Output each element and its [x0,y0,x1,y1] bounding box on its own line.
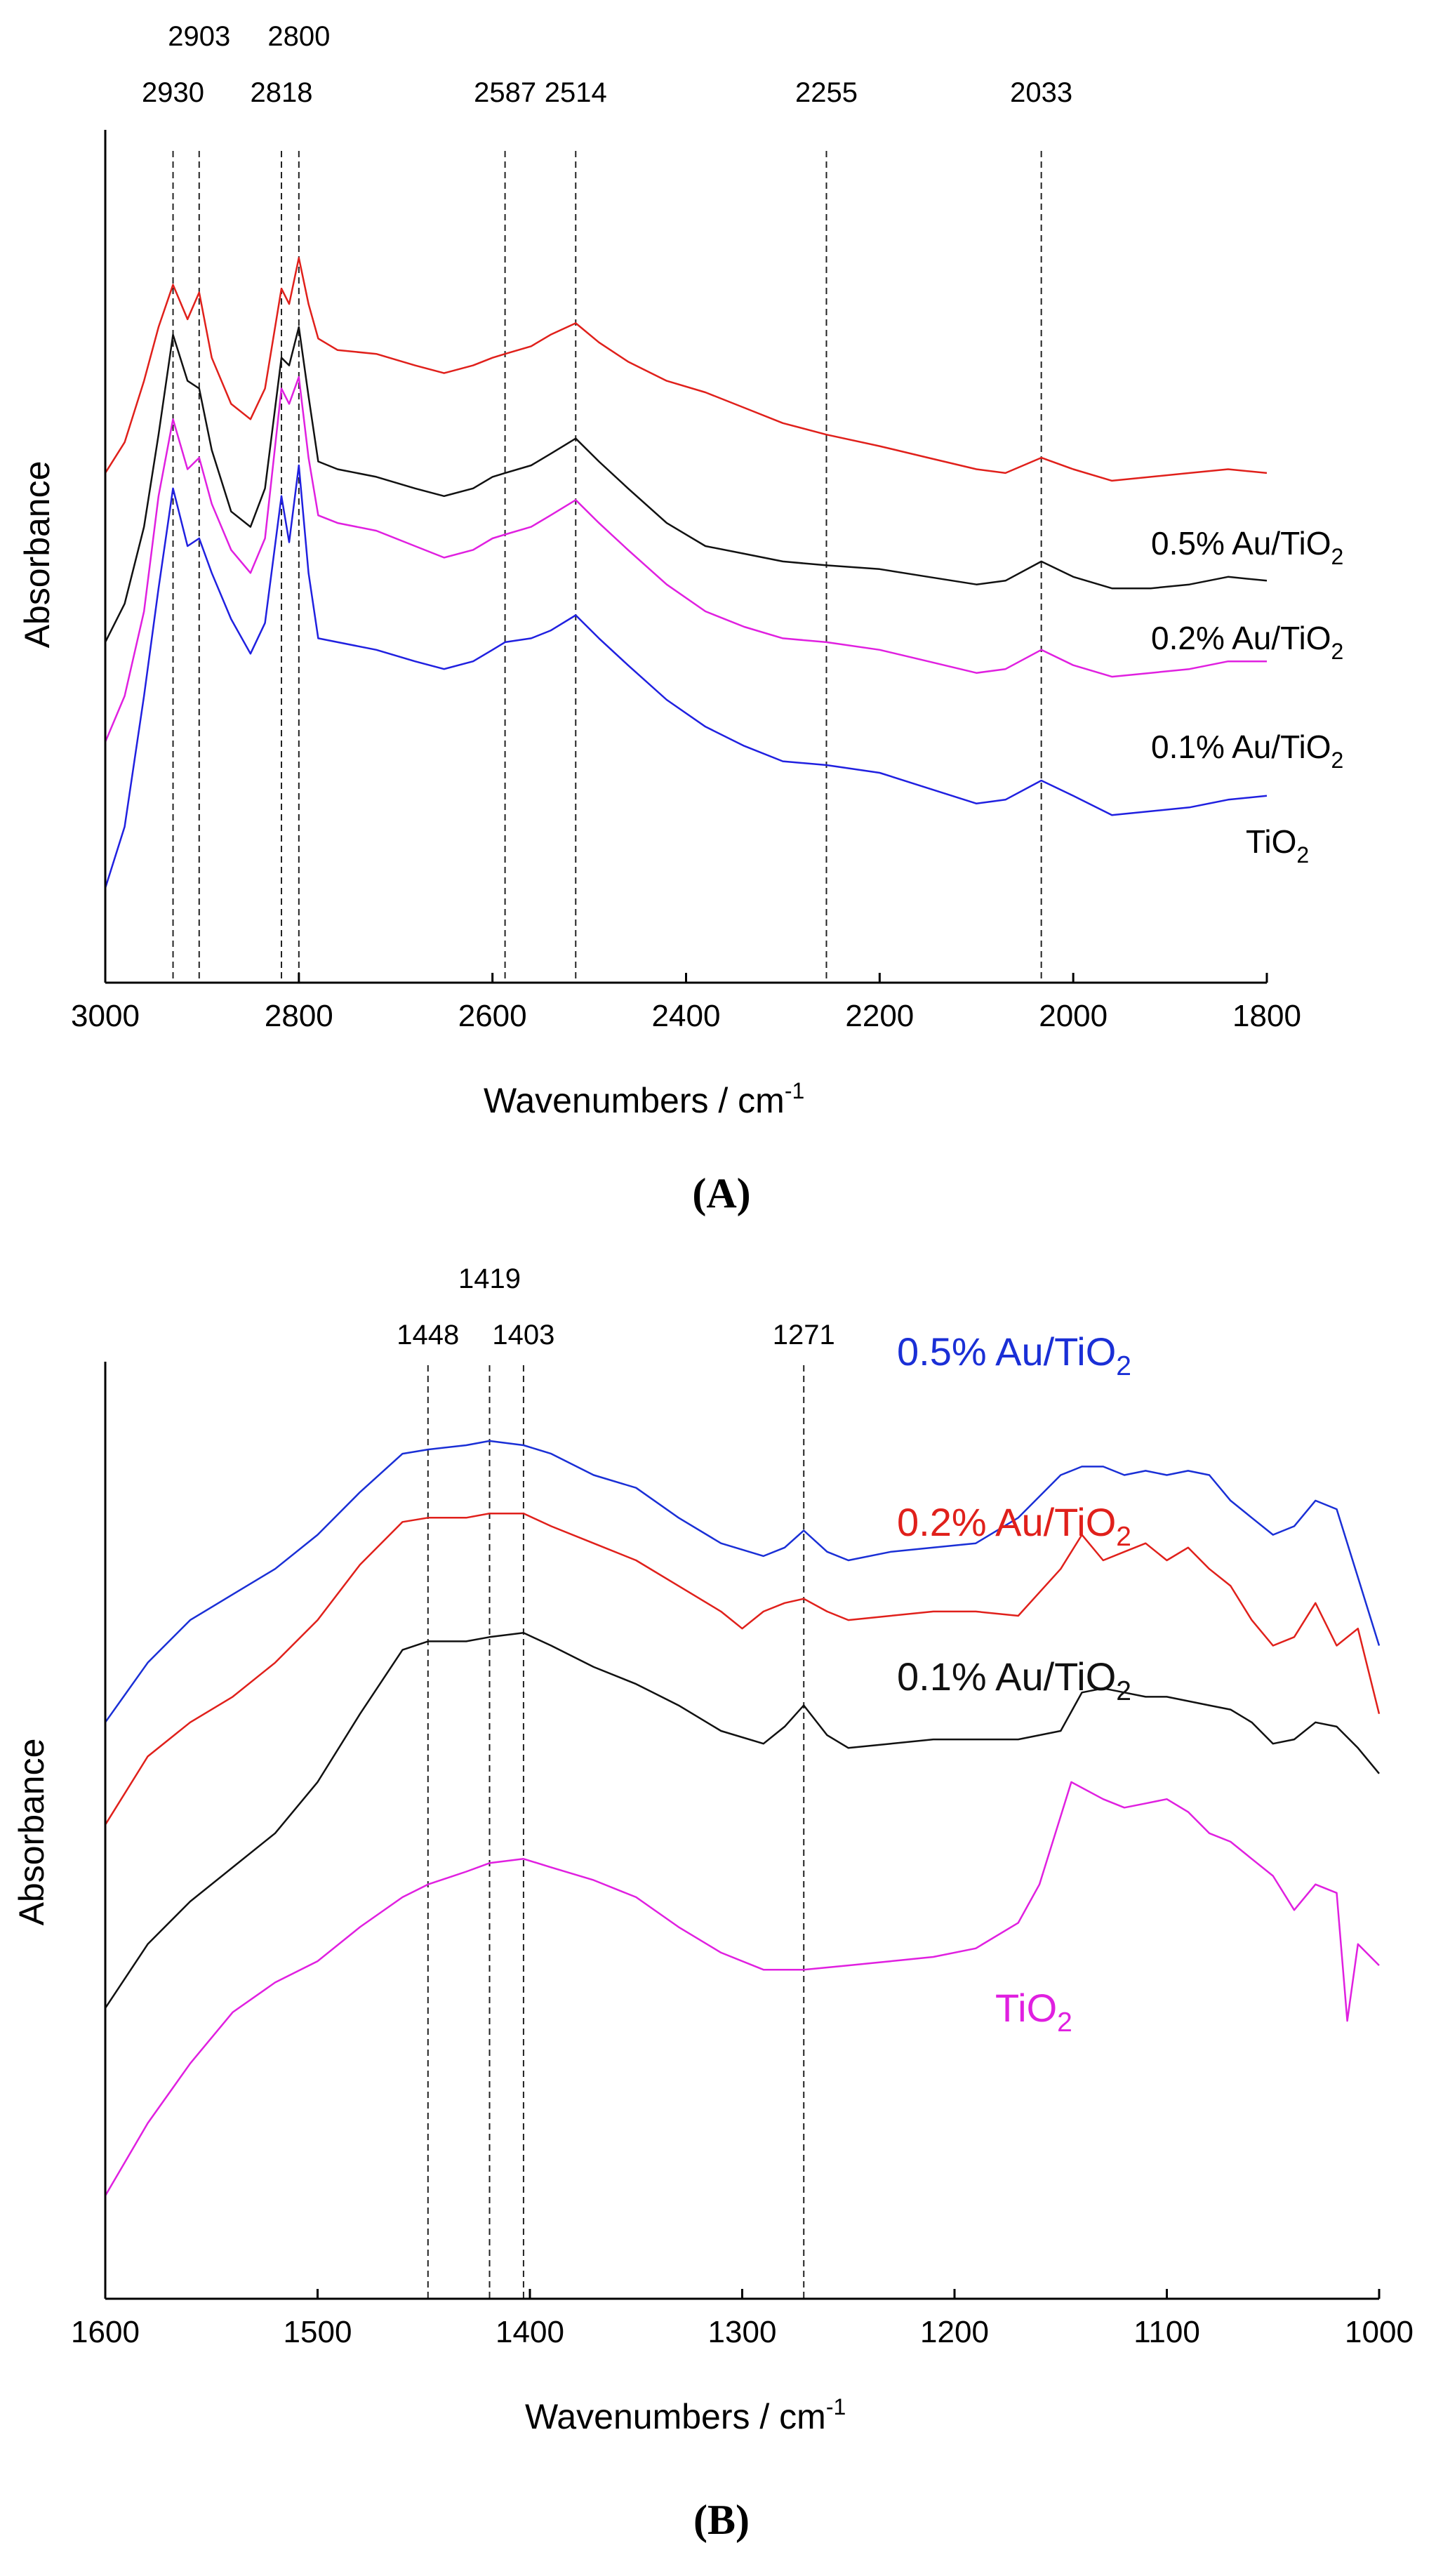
x-tick-label: 1200 [920,2315,989,2349]
reference-line-label: 1403 [492,1320,554,1350]
x-tick-label: 1000 [1345,2315,1414,2349]
panel-b-reference-labels: 1448 1419 1403 1271 [397,1263,834,1350]
reference-line-label: 2818 [251,77,313,108]
panel-a-reference-lines [172,151,1042,983]
x-tick-label: 1400 [496,2315,564,2349]
reference-line-label: 1448 [397,1320,459,1350]
reference-line-label: 2514 [545,77,607,108]
reference-line-label: 2255 [795,77,858,108]
series-line [104,464,1268,889]
panel-a-caption: (A) [692,1170,750,1216]
series-label: 0.1% Au/TiO2 [897,1654,1131,1706]
series-line [104,257,1268,482]
reference-line-label: 2903 [168,21,230,52]
series-label: 0.5% Au/TiO2 [1151,525,1343,569]
x-tick-label: 2600 [458,999,527,1033]
series-line [104,326,1268,643]
reference-line-label: 2587 [474,77,536,108]
series-label: TiO2 [1246,823,1309,868]
panel-b: 1600 1500 1400 1300 1200 1100 1000 1448 1419 140… [12,1263,1414,2543]
reference-line-label: 1271 [773,1320,835,1350]
panel-a-series [104,257,1268,889]
x-tick-label: 2400 [652,999,721,1033]
panel-a-x-ticks: 3000 2800 2600 2400 2200 2000 1800 [71,973,1301,1033]
series-label: 0.1% Au/TiO2 [1151,729,1343,773]
panel-b-y-axis-title: Absorbance [12,1739,51,1926]
series-line [104,1632,1380,2009]
panel-b-x-axis-title: Wavenumbers / cm-1 [525,2394,846,2436]
panel-a-y-axis-title: Absorbance [18,461,57,649]
reference-line-label: 2033 [1010,77,1072,108]
x-tick-label: 1800 [1232,999,1301,1033]
panel-a-series-labels: 0.5% Au/TiO2 0.2% Au/TiO2 0.1% Au/TiO2 TiO2 [1151,525,1343,868]
x-tick-label: 1500 [284,2315,352,2349]
series-label: 0.2% Au/TiO2 [1151,620,1343,664]
panel-b-series [104,1440,1381,2196]
reference-line-label: 2930 [142,77,204,108]
panel-a-reference-labels: 2930 2903 2818 2800 2587 2514 2255 2033 [142,21,1072,108]
x-tick-label: 1600 [71,2315,140,2349]
x-tick-label: 2000 [1039,999,1108,1033]
panel-a-x-axis-title: Wavenumbers / cm-1 [484,1078,804,1120]
series-line [104,1781,1380,2196]
series-label: 0.5% Au/TiO2 [897,1329,1131,1381]
series-line [104,1440,1381,1723]
series-line [104,376,1267,743]
x-tick-label: 3000 [71,999,140,1033]
reference-line-label: 1419 [458,1263,521,1294]
series-label: TiO2 [995,1986,1072,2038]
panel-b-x-ticks: 1600 1500 1400 1300 1200 1100 1000 [71,2289,1414,2349]
panel-b-caption: (B) [693,2497,750,2543]
x-tick-label: 1100 [1133,2315,1200,2349]
series-label: 0.2% Au/TiO2 [897,1500,1131,1552]
series-line [104,1512,1381,1826]
x-tick-label: 2800 [265,999,333,1033]
x-tick-label: 2200 [845,999,914,1033]
reference-line-label: 2800 [267,21,330,52]
panel-a: 3000 2800 2600 2400 2200 2000 1800 2930 2903 281… [18,21,1343,1216]
x-tick-label: 1300 [708,2315,777,2349]
panel-b-reference-lines [427,1365,805,2299]
panel-b-series-labels: 0.5% Au/TiO2 0.2% Au/TiO2 0.1% Au/TiO2 TiO2 [897,1329,1131,2038]
